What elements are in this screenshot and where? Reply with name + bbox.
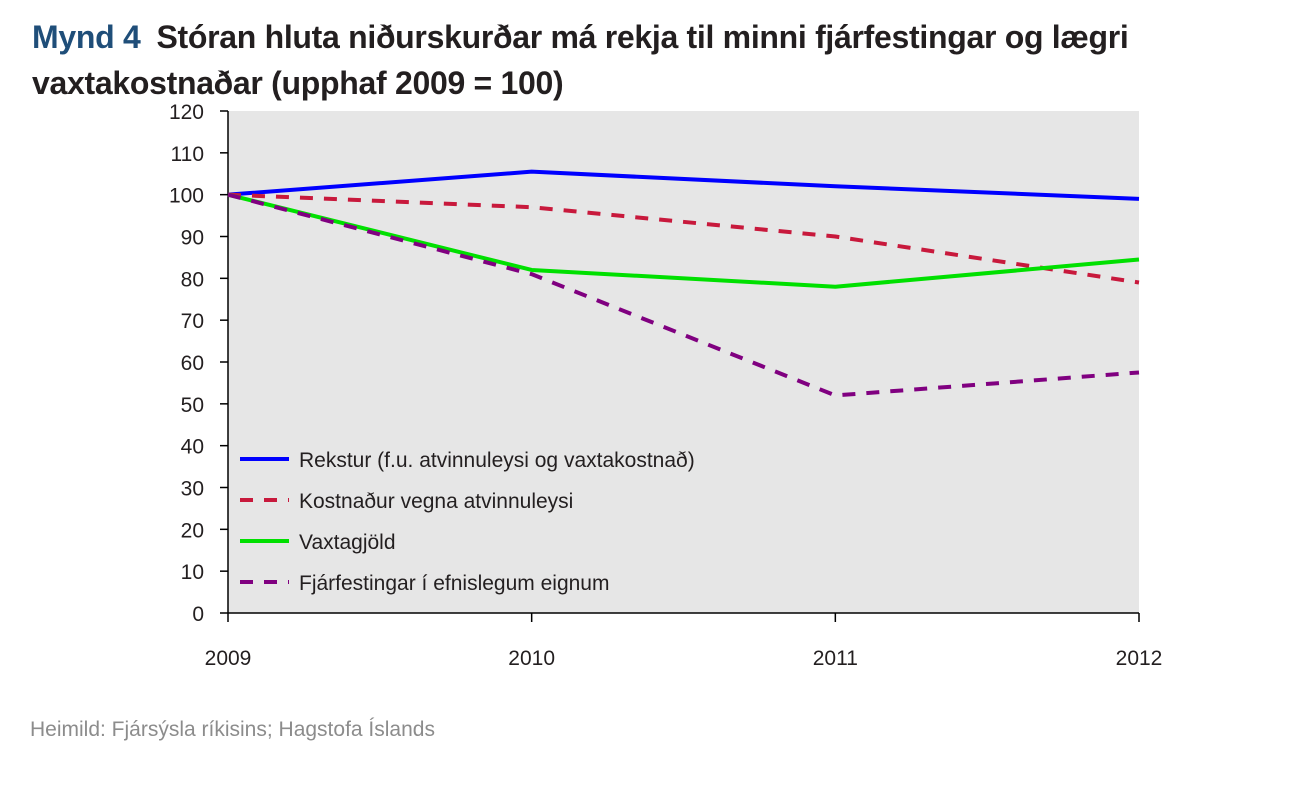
y-tick-label: 70 bbox=[181, 310, 204, 333]
data-point bbox=[530, 273, 532, 275]
data-point bbox=[1138, 281, 1140, 283]
data-point bbox=[1138, 198, 1140, 200]
series-line-1 bbox=[227, 169, 1140, 201]
series-line-4 bbox=[227, 192, 1140, 398]
legend-label: Kostnaður vegna atvinnuleysi bbox=[299, 490, 573, 513]
y-tick-label: 40 bbox=[181, 436, 204, 459]
figure-number: Mynd 4 bbox=[32, 19, 141, 55]
series-line-3 bbox=[227, 192, 1140, 289]
legend-label: Vaxtagjöld bbox=[299, 531, 396, 554]
data-point bbox=[227, 193, 229, 195]
x-tick-label: 2012 bbox=[1116, 647, 1163, 670]
x-tick-label: 2009 bbox=[205, 647, 252, 670]
chart-title: Stóran hluta niðurskurðar má rekja til m… bbox=[32, 19, 1129, 101]
y-tick-label: 50 bbox=[181, 394, 204, 417]
y-tick-label: 80 bbox=[181, 268, 204, 291]
source-note: Heimild: Fjársýsla ríkisins; Hagstofa Ís… bbox=[30, 718, 435, 741]
data-point bbox=[1138, 371, 1140, 373]
y-tick-label: 20 bbox=[181, 519, 204, 542]
plot-area bbox=[228, 111, 1139, 613]
data-point bbox=[834, 185, 836, 187]
data-point bbox=[530, 269, 532, 271]
y-tick-label: 100 bbox=[169, 185, 204, 208]
x-tick-label: 2011 bbox=[813, 647, 858, 670]
legend-label: Rekstur (f.u. atvinnuleysi og vaxtakostn… bbox=[299, 449, 695, 472]
y-tick-label: 0 bbox=[192, 603, 204, 626]
legend: Rekstur (f.u. atvinnuleysi og vaxtakostn… bbox=[240, 449, 695, 595]
data-point bbox=[530, 170, 532, 172]
y-tick-label: 10 bbox=[181, 561, 204, 584]
y-tick-label: 110 bbox=[171, 143, 204, 166]
legend-label: Fjárfestingar í efnislegum eignum bbox=[299, 572, 609, 595]
data-point bbox=[834, 394, 836, 396]
data-point bbox=[1138, 258, 1140, 260]
y-tick-label: 90 bbox=[181, 227, 204, 250]
y-tick-label: 120 bbox=[169, 101, 204, 124]
series-line-2 bbox=[227, 192, 1140, 285]
data-point bbox=[530, 206, 532, 208]
x-tick-label: 2010 bbox=[508, 647, 555, 670]
y-tick-label: 60 bbox=[181, 352, 204, 375]
figure-header: Mynd 4 Stóran hluta niðurskurðar má rekja… bbox=[32, 14, 1272, 106]
data-point bbox=[834, 235, 836, 237]
y-tick-label: 30 bbox=[181, 478, 204, 501]
data-point bbox=[834, 286, 836, 288]
